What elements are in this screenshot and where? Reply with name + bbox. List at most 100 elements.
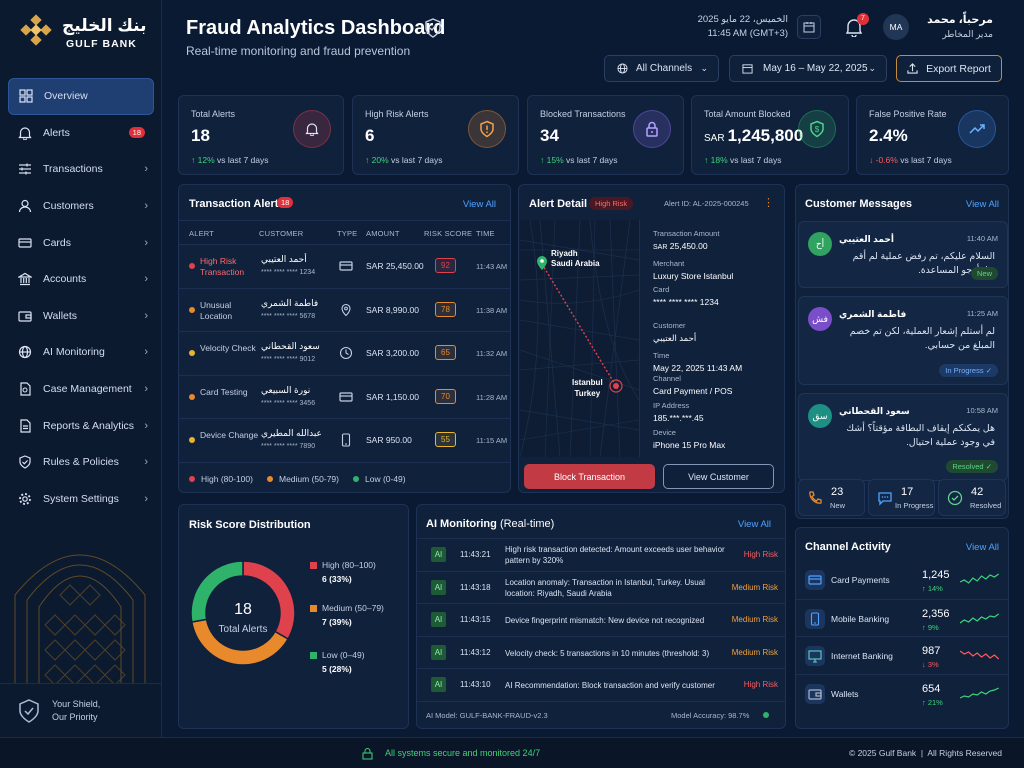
- ai-event-row[interactable]: AI 11:43:12 Velocity check: 5 transactions…: [417, 635, 785, 668]
- channel-row[interactable]: Wallets 654 ↑ 21%: [796, 673, 1008, 712]
- kpi-card-blocked-transactions[interactable]: Blocked Transactions 34 ↑ 15% vs last 7 da…: [527, 95, 684, 175]
- channel-row[interactable]: Mobile Banking 2,356 ↑ 9%: [796, 598, 1008, 637]
- grid-icon: [18, 88, 34, 104]
- message-stat-new[interactable]: 23 New: [798, 479, 865, 516]
- risk-distribution-panel: Risk Score Distribution 18 Total Alerts …: [178, 504, 409, 729]
- sidebar-item-reports-analytics[interactable]: Reports & Analytics ›: [8, 407, 154, 444]
- ai-event-row[interactable]: AI 11:43:15 Device fingerprint mismatch: N…: [417, 603, 785, 635]
- sidebar-item-overview[interactable]: Overview: [8, 78, 154, 115]
- map-origin-label: Riyadh Saudi Arabia: [551, 249, 600, 269]
- notifications-button[interactable]: 7: [845, 13, 869, 39]
- wallet-icon: [17, 308, 33, 324]
- block-transaction-button[interactable]: Block Transaction: [524, 464, 655, 489]
- channel-change-value: 9%: [927, 622, 939, 632]
- kpi-card-total-alerts[interactable]: Total Alerts 18 ↑ 12% vs last 7 days: [178, 95, 344, 175]
- chevron-down-icon: ⌄: [868, 63, 876, 73]
- detail-label: Card: [653, 285, 670, 294]
- alert-id: Alert ID: AL-2025-000245: [664, 199, 749, 208]
- sidebar-item-transactions[interactable]: Transactions ›: [8, 151, 154, 188]
- kpi-card-total-amount-blocked[interactable]: Total Amount Blocked SAR 1,245,800 ↑ 18% vs…: [691, 95, 849, 175]
- message-stat-resolved[interactable]: 42 Resolved: [938, 479, 1006, 516]
- alert-time: 11:43 AM: [476, 262, 508, 271]
- legend-label: Medium (50–79): [322, 603, 384, 613]
- more-options-icon[interactable]: ⋮: [763, 197, 774, 209]
- clock-icon: [339, 346, 353, 363]
- date-range-select[interactable]: May 16 – May 22, 2025 ⌄: [729, 55, 887, 82]
- channel-row[interactable]: Card Payments 1,245 ↑ 14%: [796, 561, 1008, 599]
- ai-event-row[interactable]: AI 11:43:18 Location anomaly: Transaction …: [417, 570, 785, 603]
- bell-icon: [293, 110, 331, 148]
- sidebar-item-system-settings[interactable]: System Settings ›: [8, 481, 154, 518]
- channel-row[interactable]: Internet Banking 987 ↓ 3%: [796, 636, 1008, 674]
- ai-event-time: 11:43:10: [460, 680, 491, 689]
- card-number: **** **** **** 7890: [261, 443, 316, 451]
- sidebar: بنك الخليج GULF BANK Overview Alerts 18 Tra…: [0, 0, 162, 737]
- calendar-button[interactable]: [797, 15, 821, 39]
- kpi-card-false-positive-rate[interactable]: False Positive Rate 2.4% ↓ -0.6% vs last 7…: [856, 95, 1009, 175]
- location-map[interactable]: Riyadh Saudi Arabia Istanbul Turkey: [520, 220, 639, 457]
- message-card[interactable]: فش فاطمة الشمري 11:25 AM لم أستلم إشعار الع…: [798, 296, 1008, 385]
- view-customer-button[interactable]: View Customer: [663, 464, 774, 489]
- customer-messages-view-all-link[interactable]: View All: [965, 199, 999, 210]
- ai-event-text: AI Recommendation: Block transaction and…: [505, 681, 715, 690]
- ai-event-text: Location anomaly: Transaction in Istanbu…: [505, 577, 705, 598]
- bank-icon: [17, 271, 33, 287]
- alert-amount: SAR 25,450.00: [366, 261, 424, 271]
- ai-event-row[interactable]: AI 11:43:10 AI Recommendation: Block trans…: [417, 668, 785, 700]
- sidebar-item-alerts[interactable]: Alerts 18: [8, 115, 154, 152]
- sidebar-item-case-management[interactable]: Case Management ›: [8, 371, 154, 408]
- wallet-icon: [805, 683, 825, 704]
- alert-row[interactable]: Device Change عبدالله المطيري **** **** **…: [179, 418, 510, 462]
- bank-logo[interactable]: بنك الخليج GULF BANK: [18, 14, 158, 54]
- kpi-label: Total Alerts: [191, 109, 236, 119]
- channels-select[interactable]: All Channels ⌄: [604, 55, 719, 82]
- alert-row[interactable]: Velocity Check سعود القحطاني **** **** ***…: [179, 331, 510, 375]
- detail-value-text: Card Payment / POS: [653, 386, 733, 396]
- transaction-alerts-view-all-link[interactable]: View All: [462, 199, 496, 210]
- sidebar-item-rules-policies[interactable]: Rules & Policies ›: [8, 444, 154, 481]
- ai-event-row[interactable]: AI 11:43:21 High risk transaction detected…: [417, 538, 785, 570]
- sidebar-item-customers[interactable]: Customers ›: [8, 188, 154, 225]
- channel-change-value: 3%: [927, 660, 939, 669]
- sidebar-item-ai-monitoring[interactable]: AI Monitoring ›: [8, 334, 154, 371]
- chevron-right-icon: ›: [144, 309, 148, 322]
- message-sender: سعود القحطاني: [839, 406, 910, 416]
- detail-label: IP Address: [653, 401, 690, 410]
- channel-name: Internet Banking: [831, 651, 893, 661]
- notification-count-badge: 7: [857, 13, 869, 25]
- alert-row[interactable]: Unusual Location فاطمة الشمري **** **** **…: [179, 287, 510, 332]
- stat-number: 23: [831, 486, 844, 498]
- donut-slice-low[interactable]: [190, 560, 244, 623]
- alert-amount: SAR 950.00: [366, 435, 412, 446]
- channel-activity-view-all-link[interactable]: View All: [965, 542, 999, 553]
- message-card[interactable]: سق سعود القحطاني 10:58 AM هل يمكنكم إيقاف ا…: [798, 393, 1008, 481]
- kpi-card-high-risk-alerts[interactable]: High Risk Alerts 6 ↑ 20% vs last 7 days: [352, 95, 519, 175]
- detail-field: Transaction Amount SAR 25,450.00: [653, 229, 783, 251]
- arrow-up-icon: ↑: [922, 622, 926, 632]
- alert-amount: SAR 1,150.00: [366, 391, 419, 402]
- message-card[interactable]: أح أحمد العتيبي 11:40 AM السلام عليكم، تم ر…: [798, 221, 1008, 288]
- alert-row[interactable]: Card Testing نورة السبيعي **** **** **** 3…: [179, 374, 510, 419]
- ai-monitoring-view-all-link[interactable]: View All: [737, 519, 771, 530]
- tagline-block: Your Shield, Our Priority: [0, 683, 162, 737]
- file-icon: [17, 381, 33, 397]
- message-stat-in-progress[interactable]: 17 In Progress: [868, 479, 935, 516]
- user-avatar[interactable]: MA: [883, 14, 909, 40]
- detail-field: Time May 22, 2025 11:43 AM: [653, 351, 783, 373]
- export-report-button[interactable]: Export Report: [896, 55, 1002, 82]
- channel-name: Mobile Banking: [831, 613, 890, 624]
- alert-row[interactable]: High Risk Transaction أحمد العتيبي **** **…: [179, 244, 510, 288]
- sidebar-item-label: Case Management: [43, 383, 132, 396]
- sidebar-item-accounts[interactable]: Accounts ›: [8, 261, 154, 298]
- customer-name: نورة السبيعي: [261, 384, 311, 395]
- alert-type: High Risk Transaction: [200, 256, 245, 277]
- sidebar-item-label: Customers: [43, 200, 94, 213]
- kpi-change: ↑ 15% vs last 7 days: [540, 155, 618, 165]
- ai-icon: AI: [431, 547, 446, 562]
- message-status-badge: New: [970, 267, 998, 280]
- sidebar-item-cards[interactable]: Cards ›: [8, 224, 154, 261]
- col-type: TYPE: [337, 229, 358, 238]
- sidebar-item-wallets[interactable]: Wallets ›: [8, 298, 154, 335]
- trend-icon: [958, 110, 996, 148]
- legend-low: Low (0-49): [364, 474, 406, 484]
